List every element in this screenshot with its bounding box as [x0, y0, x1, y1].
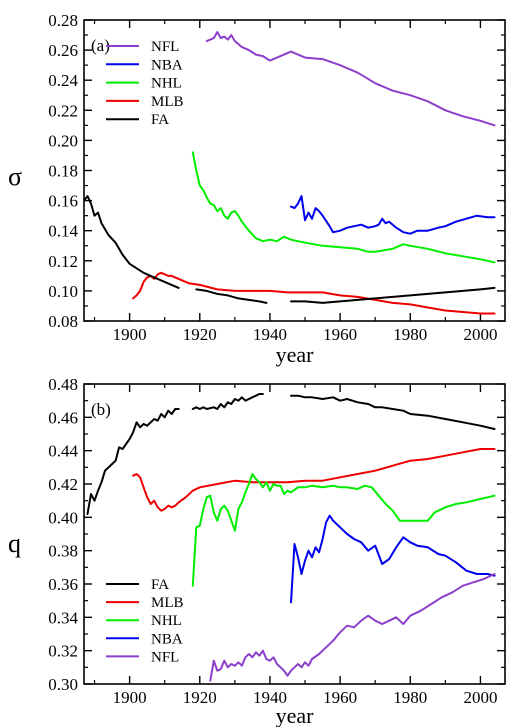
y-tick-label: 0.48: [48, 375, 78, 394]
legend-label-fa: FA: [151, 112, 169, 128]
y-tick-label: 0.32: [48, 642, 78, 661]
series-line-nba: [290, 195, 496, 235]
legend-label-nhl: NHL: [151, 613, 182, 629]
legend: NFL NBA NHL MLB FA: [106, 39, 184, 128]
y-tick-label: 0.20: [48, 131, 78, 150]
x-tick-label: 1980: [393, 688, 427, 707]
x-tick-label: 1900: [113, 325, 147, 344]
y-tick-label: 0.44: [48, 442, 78, 461]
x-tick-label: 1960: [323, 688, 357, 707]
y-tick-label: 0.22: [48, 101, 78, 120]
x-tick-label: 1900: [113, 688, 147, 707]
y-axis-label: σ: [8, 162, 22, 191]
x-axis-label: year: [276, 342, 315, 367]
y-tick-label: 0.12: [48, 252, 78, 271]
series-line-nhl: [191, 151, 496, 264]
y-tick-label: 0.28: [48, 11, 78, 30]
panel-label: (b): [91, 400, 111, 419]
legend-label-nba: NBA: [151, 631, 183, 647]
panel-b: 1900 1920 1940 1960 1980 2000 0.30 0.32 0.34 0.36…: [8, 375, 506, 727]
y-tick-label: 0.24: [48, 71, 78, 90]
series-line-fa: [290, 286, 496, 304]
series-line-fa: [86, 408, 180, 515]
series-line-fa: [191, 393, 264, 410]
series-lines: [86, 393, 496, 682]
y-tick-label: 0.10: [48, 282, 78, 301]
plot-frame: [83, 19, 506, 322]
series-line-nfl: [209, 573, 496, 682]
y-axis-label: q: [8, 529, 21, 558]
legend-label-mlb: MLB: [151, 94, 184, 110]
y-tick-label: 0.30: [48, 675, 78, 694]
series-line-mlb: [132, 448, 496, 512]
legend: FA MLB NHL NBA NFL: [106, 577, 184, 665]
legend-label-nfl: NFL: [151, 649, 179, 665]
legend-label-nba: NBA: [151, 57, 183, 73]
y-tick-label: 0.38: [48, 542, 78, 561]
panel-label: (a): [91, 36, 110, 55]
x-tick-label: 1940: [253, 688, 287, 707]
series-line-nba: [290, 514, 496, 604]
x-tick-label: 1920: [183, 688, 217, 707]
x-tick-label: 1980: [393, 325, 427, 344]
legend-label-nfl: NFL: [151, 39, 179, 55]
x-tick-label: 1920: [183, 325, 217, 344]
series-line-fa: [84, 195, 180, 289]
y-tick-label: 0.36: [48, 575, 78, 594]
y-tick-label: 0.16: [48, 192, 78, 211]
y-tick-label: 0.46: [48, 408, 78, 427]
legend-label-mlb: MLB: [151, 595, 184, 611]
series-lines: [84, 31, 496, 315]
y-tick-label: 0.18: [48, 162, 78, 181]
x-axis-label: year: [276, 703, 315, 727]
series-line-fa: [195, 288, 268, 304]
y-tick-label: 0.34: [48, 608, 78, 627]
series-line-nhl: [191, 473, 496, 587]
y-tick-label: 0.40: [48, 508, 78, 527]
y-tick-label: 0.26: [48, 41, 78, 60]
legend-label-nhl: NHL: [151, 76, 182, 92]
x-tick-label: 2000: [463, 688, 497, 707]
y-tick-label: 0.42: [48, 475, 78, 494]
series-line-nfl: [205, 31, 496, 127]
y-tick-label: 0.14: [48, 222, 78, 241]
panel-a: 1900 1920 1940 1960 1980 2000 0.08 0.10 0.12 0.14…: [8, 11, 506, 367]
legend-label-fa: FA: [151, 577, 169, 593]
x-tick-label: 1940: [253, 325, 287, 344]
x-tick-label: 1960: [323, 325, 357, 344]
x-tick-label: 2000: [463, 325, 497, 344]
y-tick-label: 0.08: [48, 312, 78, 331]
series-line-fa: [290, 394, 496, 430]
plot-frame: [83, 383, 506, 685]
